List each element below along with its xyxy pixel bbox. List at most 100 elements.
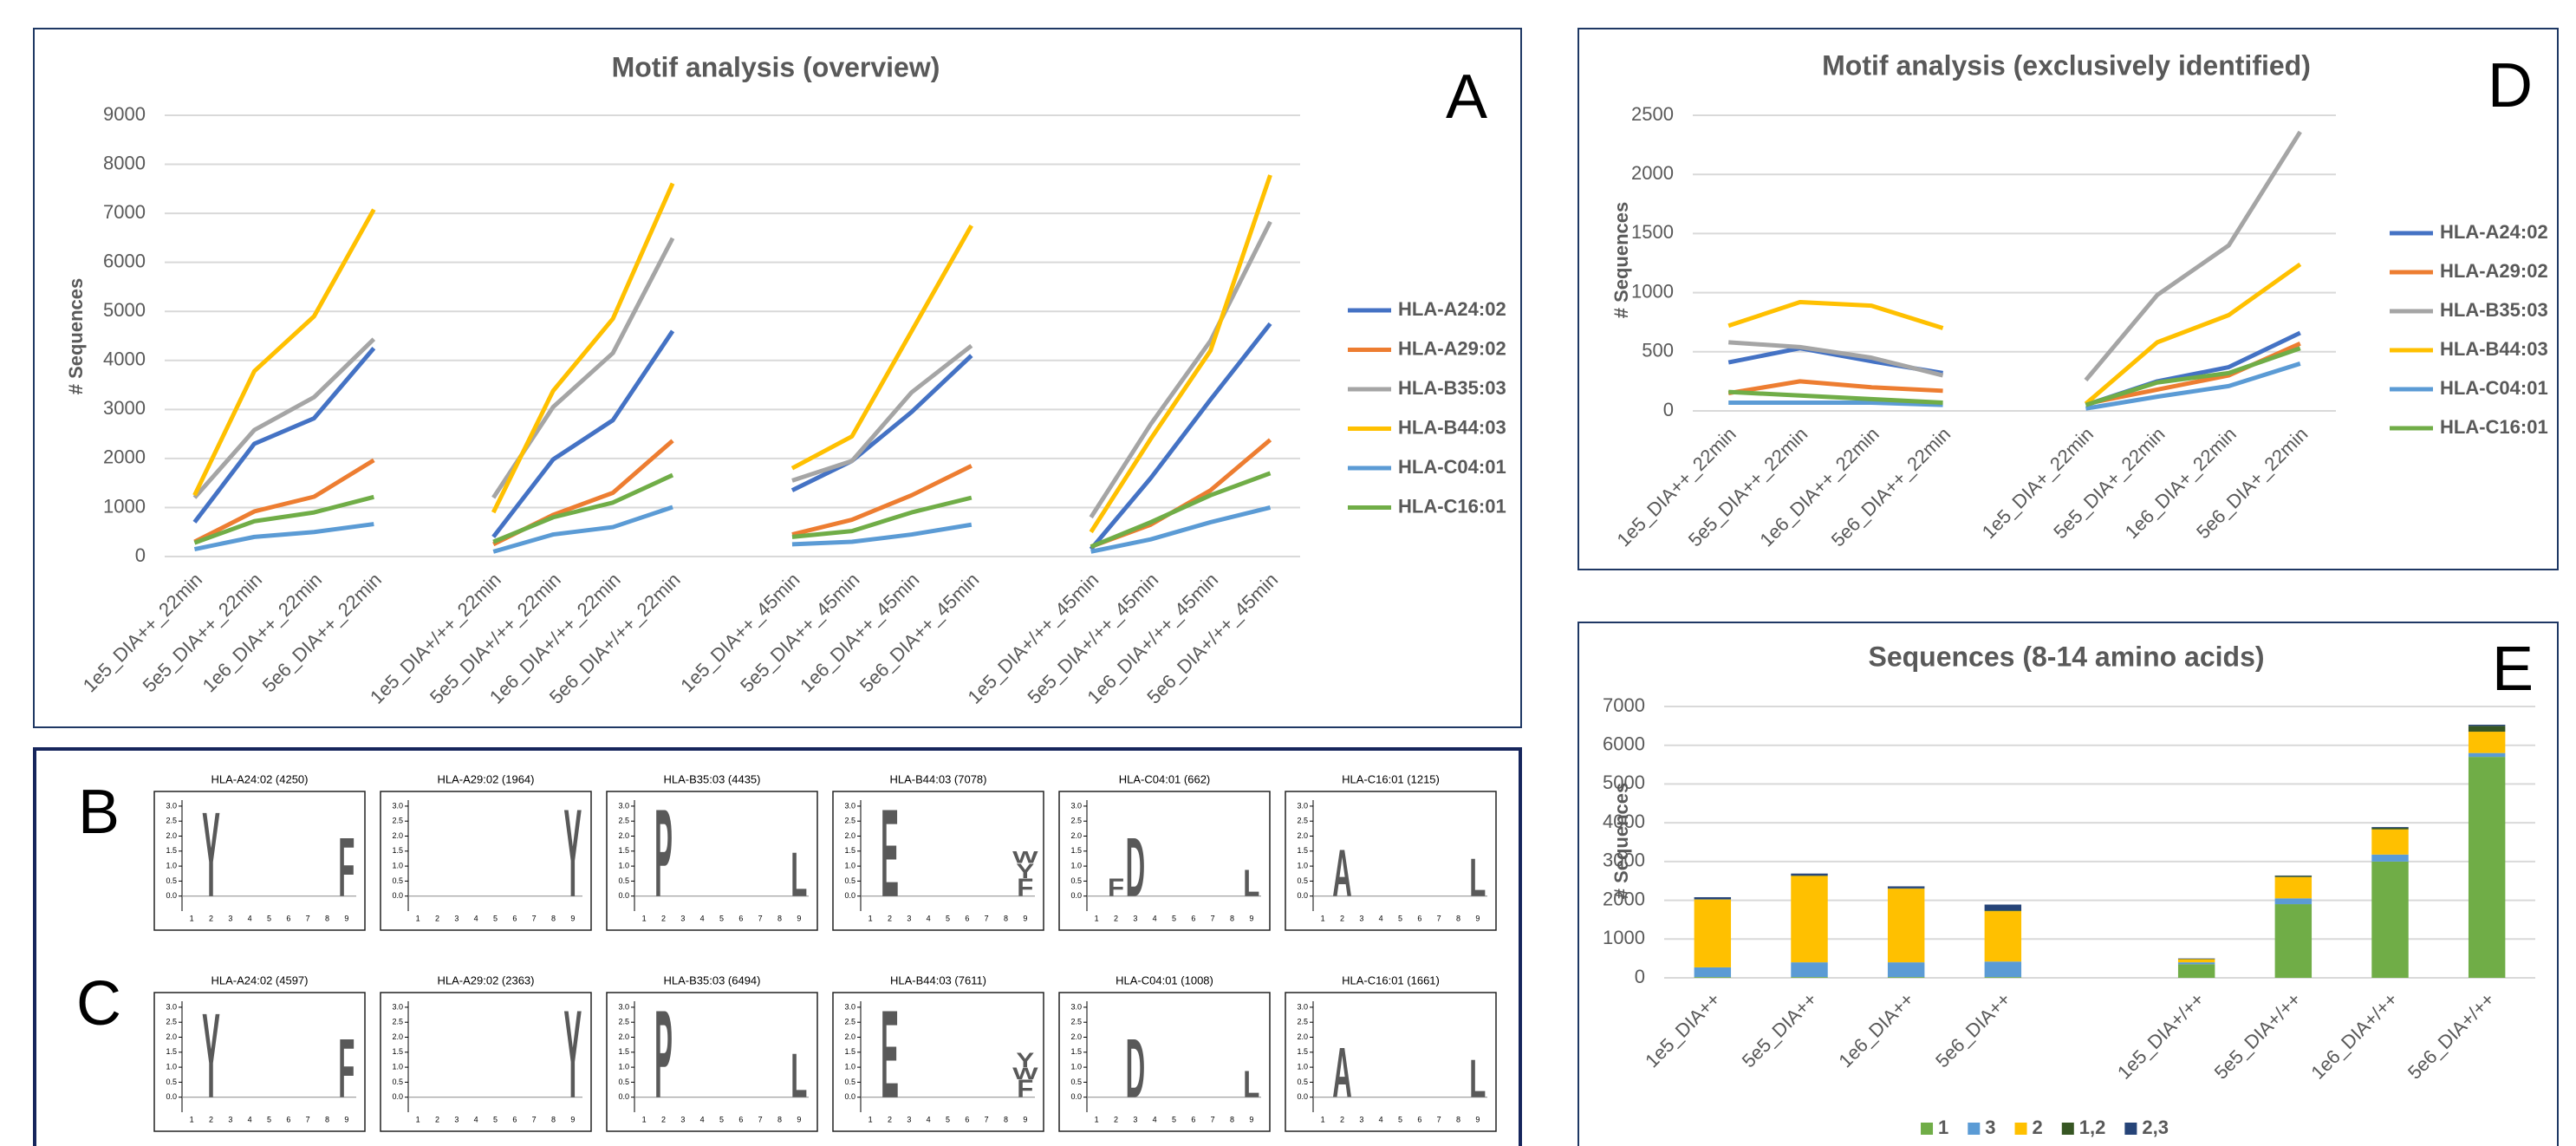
chart-title: Motif analysis (overview) [612, 51, 940, 82]
y-axis-label: # Sequences [1610, 783, 1632, 900]
logo-letter: Y [202, 989, 220, 1123]
logo-position-label: 4 [474, 914, 478, 922]
logo-tick-label: 1.0 [166, 861, 177, 869]
logo-position-label: 6 [512, 914, 517, 922]
logo-letter: W [1012, 849, 1038, 867]
y-tick-label: 0 [1663, 399, 1674, 420]
logo-frame [606, 791, 818, 931]
logo-position-label: 2 [209, 1115, 213, 1123]
bar-segment [2177, 959, 2215, 963]
logo-tick-label: 0.5 [166, 1078, 177, 1086]
bar-segment [1984, 904, 2022, 911]
logo-tick-label: 3.0 [392, 801, 403, 810]
legend-swatch [2124, 1123, 2137, 1135]
bar-segment [2274, 876, 2313, 899]
chart-title: Motif analysis (exclusively identified) [1822, 49, 2311, 81]
y-tick-label: 0 [1635, 966, 1645, 987]
y-tick-label: 5000 [1603, 772, 1645, 793]
logo-frame [1058, 791, 1271, 931]
bar-segment [2371, 854, 2409, 862]
series-line [1728, 361, 2301, 411]
logo-letter: E [881, 785, 899, 923]
chart-title: Sequences (8-14 amino acids) [1868, 641, 2264, 672]
logo-position-label: 9 [344, 1115, 348, 1123]
logo-tick-label: 0.0 [844, 891, 855, 900]
bar-segment [1694, 967, 1732, 978]
x-tick-label: 1e6_DIA++_22min [1755, 423, 1883, 550]
logo-position-label: 6 [1191, 1115, 1195, 1123]
logo-tick-label: 2.0 [392, 831, 403, 840]
logo-tick-label: 1.5 [1297, 1047, 1308, 1056]
bar-segment [1887, 886, 1925, 889]
logo-position-label: 6 [512, 1115, 517, 1123]
logo-title: HLA-C04:01 (1008) [1116, 973, 1213, 986]
y-tick-label: 7000 [103, 201, 146, 223]
y-tick-label: 0 [135, 544, 146, 566]
logo-letter: Y [1016, 1049, 1034, 1072]
bar-segment [1791, 962, 1828, 978]
logo-position-label: 6 [286, 914, 290, 922]
y-tick-label: 7000 [1603, 694, 1645, 716]
logo-letter: F [1017, 1076, 1033, 1104]
logo-position-label: 7 [758, 1115, 763, 1123]
logo-position-label: 9 [1475, 1115, 1480, 1123]
logo-position-label: 9 [570, 1115, 575, 1123]
logo-tick-label: 0.5 [392, 1078, 403, 1086]
logo-tick-label: 0.5 [618, 1078, 629, 1086]
logo-tick-label: 2.5 [1297, 1018, 1308, 1026]
logo-letter: F [1108, 875, 1124, 902]
y-tick-label: 3000 [103, 397, 146, 419]
logo-position-label: 3 [1359, 1115, 1363, 1123]
y-tick-label: 1000 [1603, 927, 1645, 948]
logo-tick-label: 2.5 [1070, 1018, 1082, 1026]
logo-tick-label: 1.0 [618, 1062, 629, 1071]
x-tick-label: 5e6_DIA++ [1931, 988, 2014, 1071]
logo-position-label: 7 [306, 1115, 310, 1123]
logo-position-label: 4 [1153, 914, 1157, 922]
logo-position-label: 5 [719, 1115, 724, 1123]
logo-position-label: 6 [1417, 914, 1421, 922]
logo-tick-label: 2.0 [618, 831, 629, 840]
bar-segment [2468, 752, 2506, 758]
logo-position-label: 1 [642, 914, 647, 922]
logo-title: HLA-B35:03 (4435) [663, 772, 760, 785]
logo-position-label: 8 [325, 1115, 329, 1123]
logo-position-label: 5 [1172, 1115, 1176, 1123]
logo-tick-label: 2.0 [1070, 1032, 1082, 1041]
logo-position-label: 3 [680, 914, 685, 922]
logo-tick-label: 2.5 [844, 1018, 855, 1026]
logo-tick-label: 2.5 [1297, 817, 1308, 825]
logo-tick-label: 0.5 [392, 876, 403, 885]
logo-title: HLA-A24:02 (4250) [211, 772, 308, 785]
logo-letter: Y [1016, 859, 1034, 882]
legend-label: HLA-A24:02 [2440, 221, 2548, 243]
logo-position-label: 2 [888, 914, 892, 922]
logo-letter: Y [563, 785, 582, 923]
bar-segment [2177, 964, 2215, 978]
logo-letter: P [654, 785, 673, 923]
logo-position-label: 8 [1004, 1115, 1008, 1123]
logo-tick-label: 3.0 [618, 1002, 629, 1011]
series-line [1728, 130, 2302, 382]
logo-letter: D [1126, 1023, 1146, 1117]
logo-tick-label: 1.0 [618, 861, 629, 869]
bar-segment [2371, 829, 2409, 855]
series-line [1727, 262, 2302, 406]
bar-segment [2468, 732, 2506, 753]
legend-label: HLA-C16:01 [2440, 416, 2548, 438]
logo-tick-label: 0.5 [844, 876, 855, 885]
bar-segment [1694, 896, 1732, 900]
panel-label: E [2492, 635, 2534, 704]
y-tick-label: 5000 [103, 299, 146, 321]
logo-position-label: 8 [777, 914, 782, 922]
logo-tick-label: 2.0 [1297, 1032, 1308, 1041]
y-tick-label: 2500 [1631, 103, 1674, 125]
logo-letter: L [790, 1041, 807, 1110]
legend-label: HLA-B44:03 [1398, 416, 1506, 438]
logo-letter: L [1243, 1064, 1259, 1105]
logo-position-label: 9 [570, 914, 575, 922]
logo-position-label: 5 [267, 1115, 271, 1123]
logo-tick-label: 1.0 [1070, 861, 1082, 869]
legend-label: HLA-B44:03 [2440, 338, 2548, 360]
